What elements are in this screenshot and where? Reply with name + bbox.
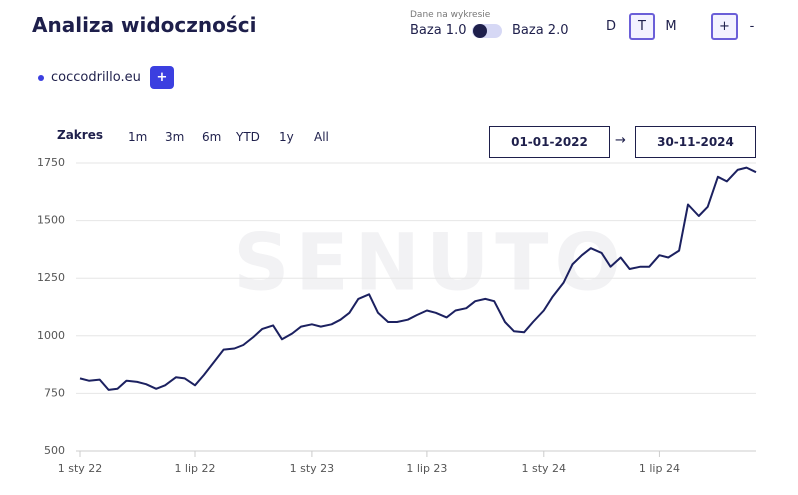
toggle[interactable] [472, 24, 502, 38]
zoom-in[interactable]: + [711, 13, 738, 40]
base-option[interactable]: Baza 1.0 [410, 23, 467, 38]
range-option[interactable]: 6m [202, 130, 222, 144]
add-domain[interactable]: + [150, 66, 174, 89]
x-tick-label: 1 lip 22 [174, 462, 215, 475]
data-label: Dane na wykresie [410, 10, 491, 20]
x-tick-label: 1 sty 23 [290, 462, 335, 475]
domain-dot [38, 75, 44, 81]
date-arrow: → [615, 133, 626, 148]
y-tick-label: 1250 [37, 271, 65, 284]
zoom-out[interactable]: - [749, 19, 755, 34]
period-button[interactable]: T [629, 13, 655, 40]
page-title: Analiza widoczności [32, 13, 257, 37]
range-option[interactable]: All [314, 130, 329, 144]
domain-tag: coccodrillo.eu [51, 70, 141, 85]
x-tick-label: 1 sty 24 [522, 462, 567, 475]
y-tick-label: 750 [44, 386, 65, 399]
range-option[interactable]: YTD [236, 130, 260, 144]
range-option[interactable]: 1y [279, 130, 294, 144]
base-option[interactable]: Baza 2.0 [512, 23, 569, 38]
x-tick-label: 1 lip 24 [639, 462, 680, 475]
period-button[interactable]: M [665, 19, 677, 34]
watermark: SENUTO [233, 218, 627, 308]
y-tick-label: 1000 [37, 329, 65, 342]
toggle-knob [473, 24, 487, 38]
range-label: Zakres [57, 128, 103, 142]
date-from[interactable]: 01-01-2022 [489, 126, 610, 158]
period-button[interactable]: D [605, 19, 616, 34]
series-line [79, 166, 757, 391]
date-to[interactable]: 30-11-2024 [635, 126, 756, 158]
x-tick-label: 1 lip 23 [406, 462, 447, 475]
y-tick-label: 1500 [37, 214, 65, 227]
y-tick-label: 500 [44, 444, 65, 457]
x-tick-label: 1 sty 22 [58, 462, 103, 475]
range-option[interactable]: 3m [165, 130, 185, 144]
range-option[interactable]: 1m [128, 130, 148, 144]
y-tick-label: 1750 [37, 156, 65, 169]
